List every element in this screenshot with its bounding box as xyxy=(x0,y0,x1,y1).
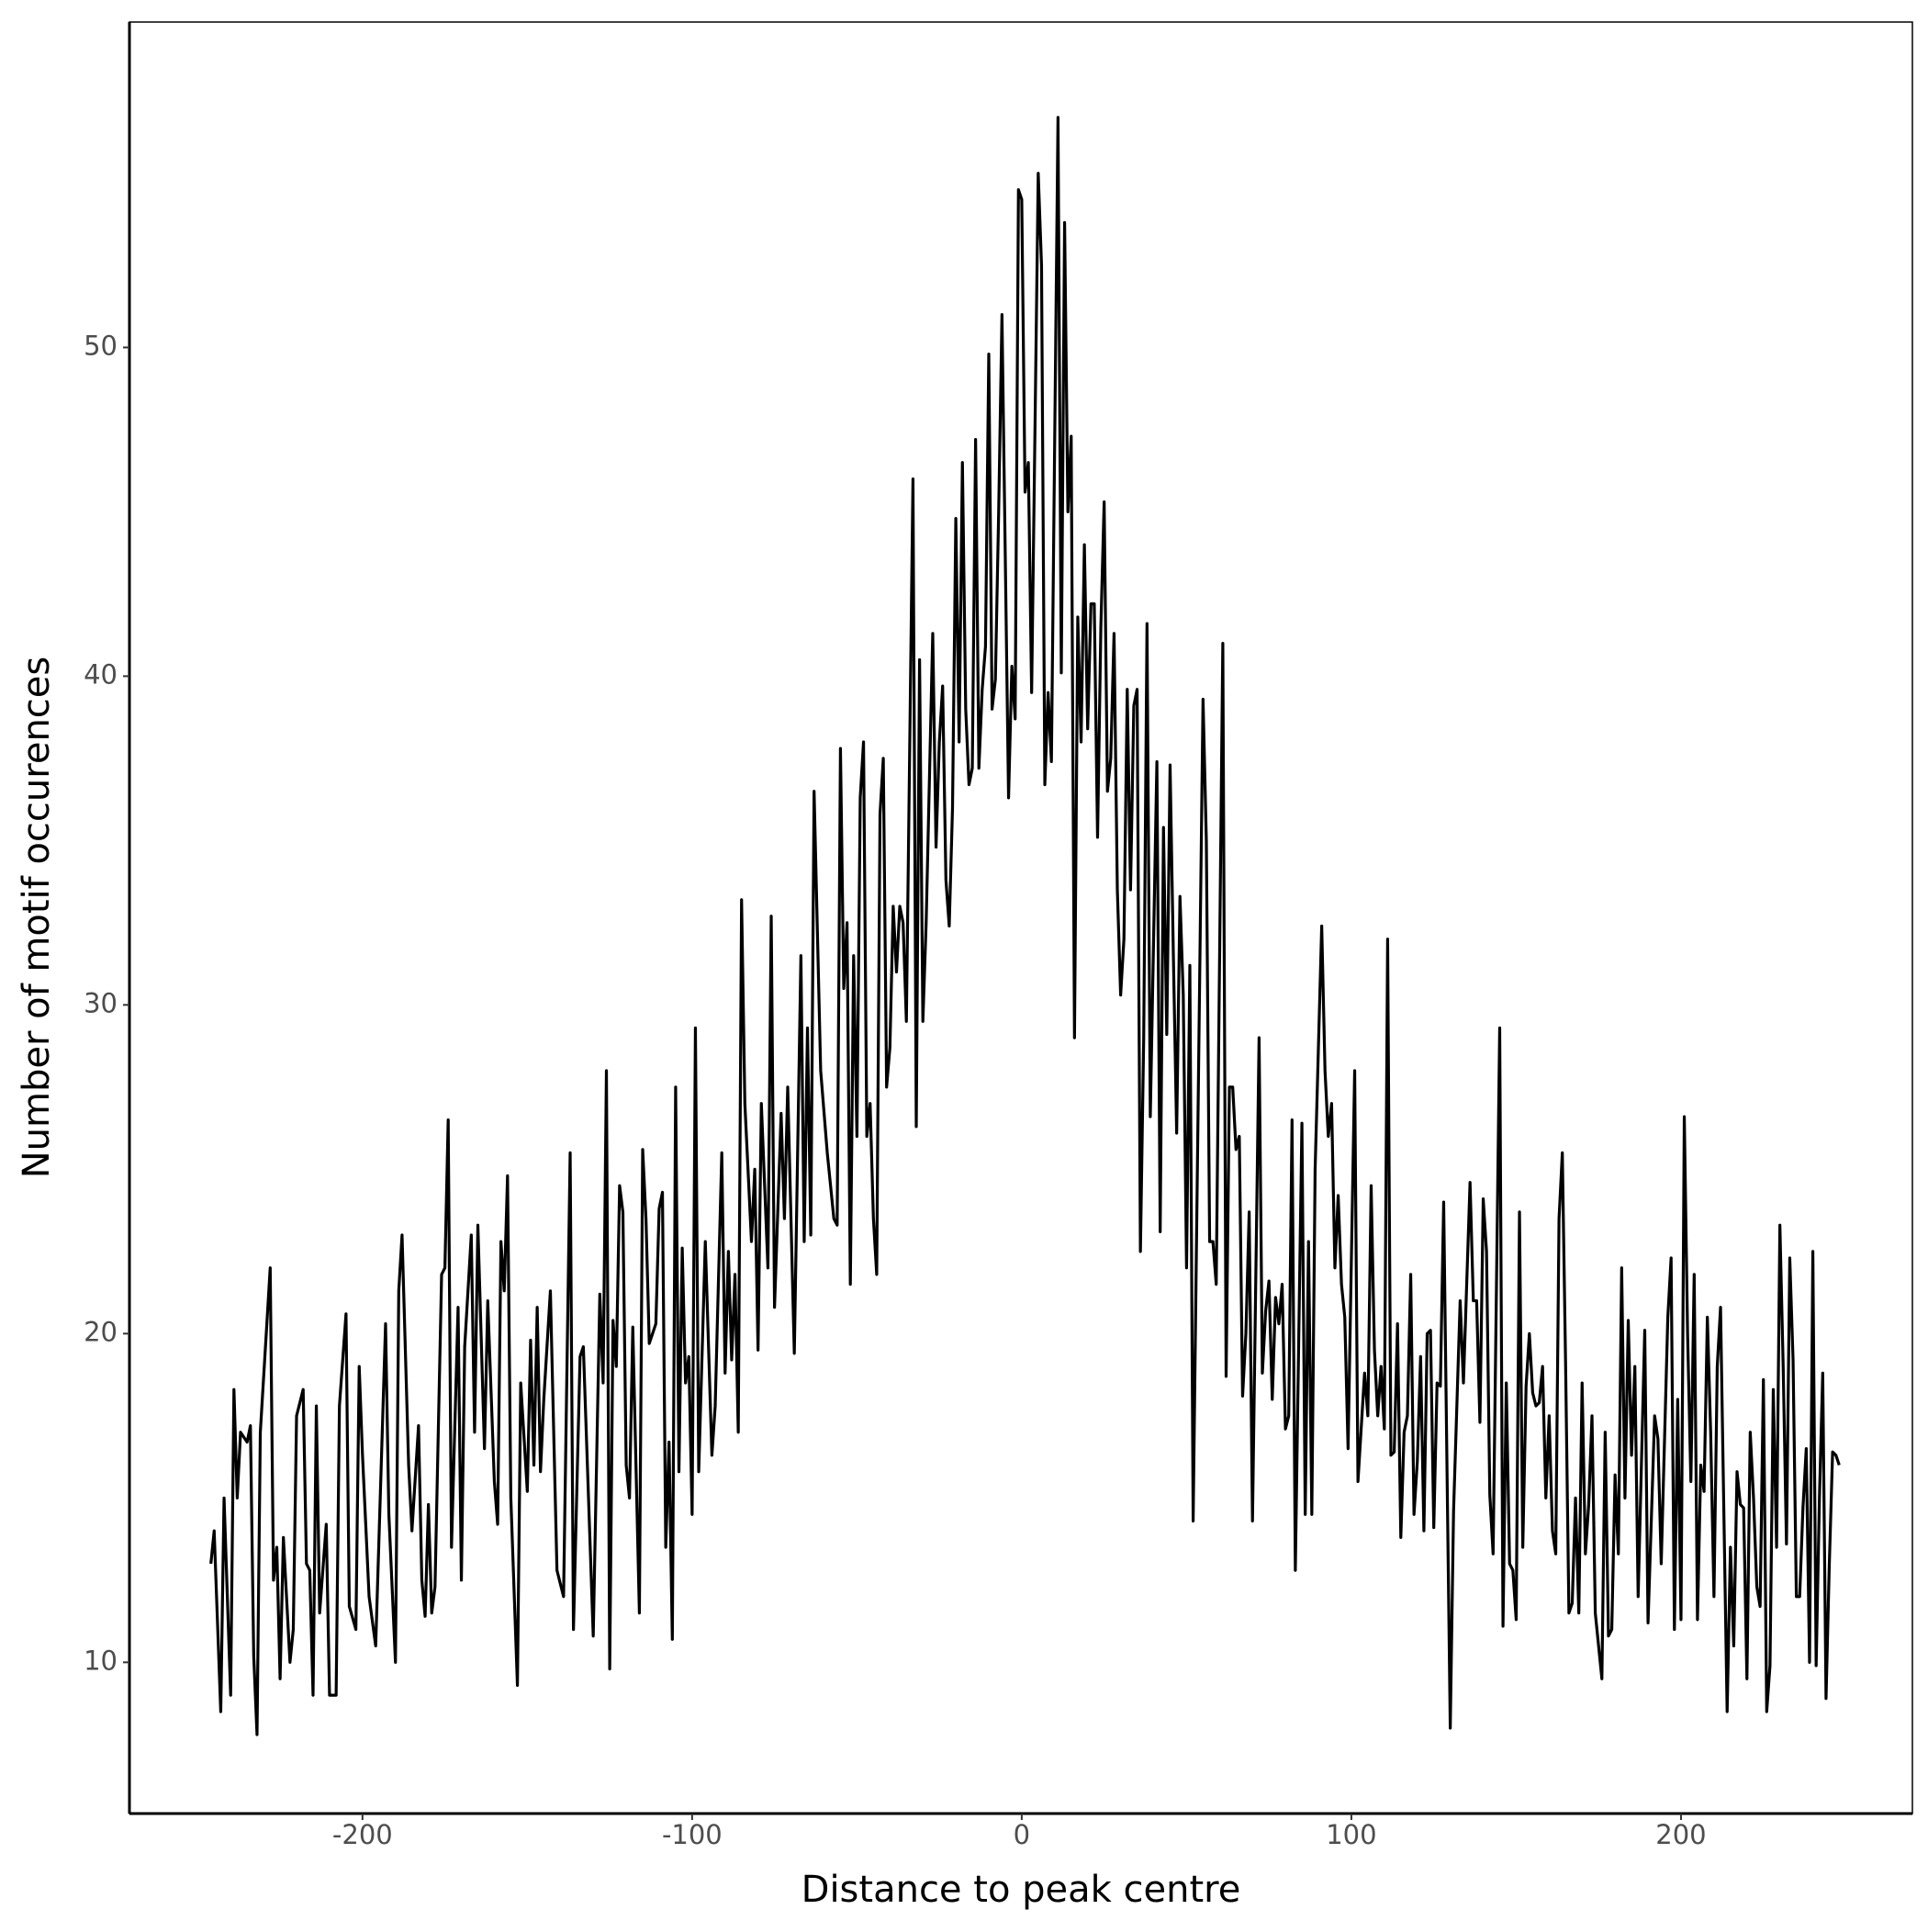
y-tick-label: 50 xyxy=(84,330,118,361)
x-tick-label: -100 xyxy=(662,1819,723,1850)
x-tick-label: 0 xyxy=(1014,1819,1030,1850)
data-line xyxy=(209,116,1841,1736)
y-tick-label: 40 xyxy=(84,658,118,690)
y-axis-title: Number of motif occurences xyxy=(16,657,58,1178)
x-tick-label: 200 xyxy=(1655,1819,1706,1850)
y-tick-label: 30 xyxy=(84,987,118,1018)
x-tick-label: -200 xyxy=(332,1819,393,1850)
y-tick-label: 10 xyxy=(84,1645,118,1676)
x-tick-label: 100 xyxy=(1326,1819,1376,1850)
x-axis-title: Distance to peak centre xyxy=(801,1869,1241,1911)
y-tick-label: 20 xyxy=(84,1316,118,1347)
